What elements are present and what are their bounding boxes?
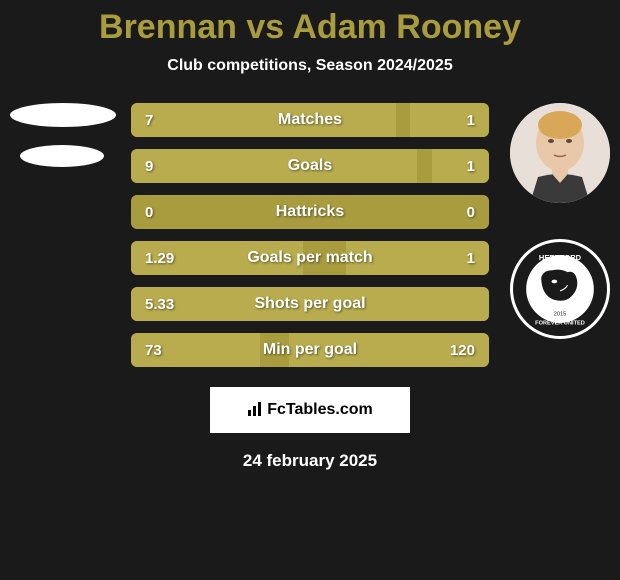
stat-row: 0Hattricks0 (131, 195, 489, 229)
stat-label: Min per goal (131, 341, 489, 359)
club-crest-icon: HEREFORD FOREVER UNITED 2015 (513, 242, 607, 336)
logo-top-text: HEREFORD (539, 253, 582, 262)
comparison-infographic: Brennan vs Adam Rooney Club competitions… (0, 0, 620, 580)
stat-label: Goals per match (131, 249, 489, 267)
fc-bars-icon (247, 402, 263, 419)
left-player-avatar (10, 103, 116, 167)
footer-date: 24 february 2025 (0, 451, 620, 471)
stats-area: HEREFORD FOREVER UNITED 2015 7Matches1 9G… (0, 103, 620, 367)
placeholder-ellipse-2 (20, 145, 104, 167)
subtitle: Club competitions, Season 2024/2025 (0, 57, 620, 75)
stat-label: Matches (131, 111, 489, 129)
stat-value-right: 1 (467, 112, 475, 129)
stat-row: 1.29Goals per match1 (131, 241, 489, 275)
right-player-column: HEREFORD FOREVER UNITED 2015 (510, 103, 610, 339)
stat-row: 73Min per goal120 (131, 333, 489, 367)
stat-label: Shots per goal (131, 295, 489, 313)
logo-year: 2015 (554, 311, 567, 317)
player-face-icon (510, 103, 610, 203)
site-attribution: FcTables.com (210, 387, 410, 433)
stat-row: 7Matches1 (131, 103, 489, 137)
logo-bottom-text: FOREVER UNITED (535, 321, 585, 327)
stat-value-right: 0 (467, 204, 475, 221)
stat-row: 9Goals1 (131, 149, 489, 183)
stat-rows: 7Matches1 9Goals1 0Hattricks0 1.29Goals per… (131, 103, 489, 367)
stat-value-right: 1 (467, 158, 475, 175)
stat-value-right: 120 (450, 342, 475, 359)
placeholder-ellipse-1 (10, 103, 116, 127)
stat-row: 5.33Shots per goal (131, 287, 489, 321)
club-logo: HEREFORD FOREVER UNITED 2015 (510, 239, 610, 339)
stat-label: Hattricks (131, 203, 489, 221)
player-photo (510, 103, 610, 203)
title: Brennan vs Adam Rooney (0, 8, 620, 47)
stat-value-right: 1 (467, 250, 475, 267)
site-name: FcTables.com (267, 401, 373, 419)
stat-label: Goals (131, 157, 489, 175)
